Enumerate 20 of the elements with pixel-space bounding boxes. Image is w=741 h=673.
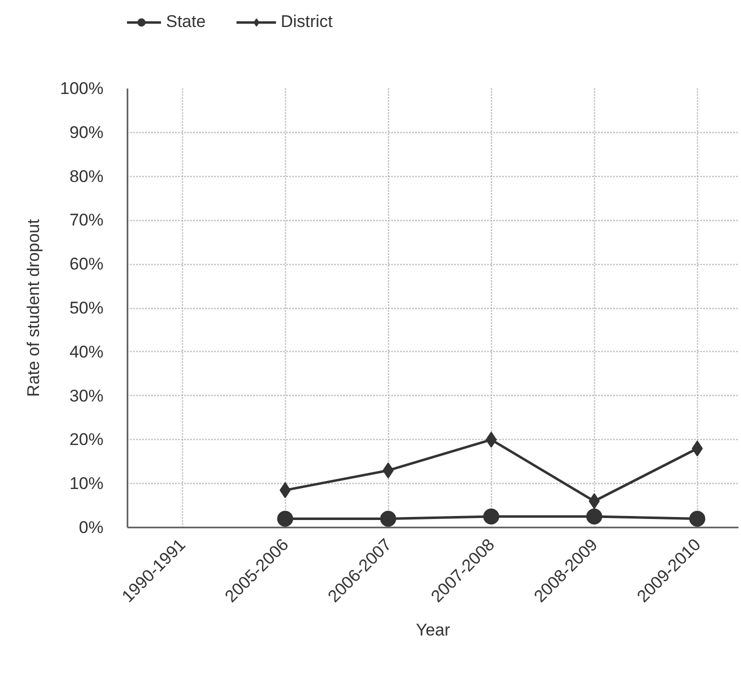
y-tick-label: 10%	[69, 474, 104, 494]
y-tick-label: 20%	[69, 430, 104, 450]
legend-label: District	[280, 12, 333, 32]
y-tick-label: 40%	[69, 342, 104, 362]
x-axis-title: Year	[416, 620, 451, 640]
y-tick-label: 0%	[78, 518, 104, 537]
y-axis-title: Rate of student dropout	[24, 218, 44, 397]
point	[277, 510, 294, 527]
y-tick-label: 70%	[69, 210, 104, 230]
y-tick-label: 50%	[69, 298, 104, 318]
y-tick-label: 90%	[69, 122, 104, 142]
point	[689, 510, 706, 527]
point	[586, 508, 602, 525]
y-tick-label: 30%	[69, 386, 104, 406]
y-tick-label: 100%	[60, 79, 104, 98]
point	[380, 510, 396, 527]
y-tick-label: 60%	[69, 254, 104, 274]
legend-label: State	[166, 12, 206, 32]
y-tick-label: 80%	[69, 166, 104, 186]
point	[483, 508, 500, 525]
